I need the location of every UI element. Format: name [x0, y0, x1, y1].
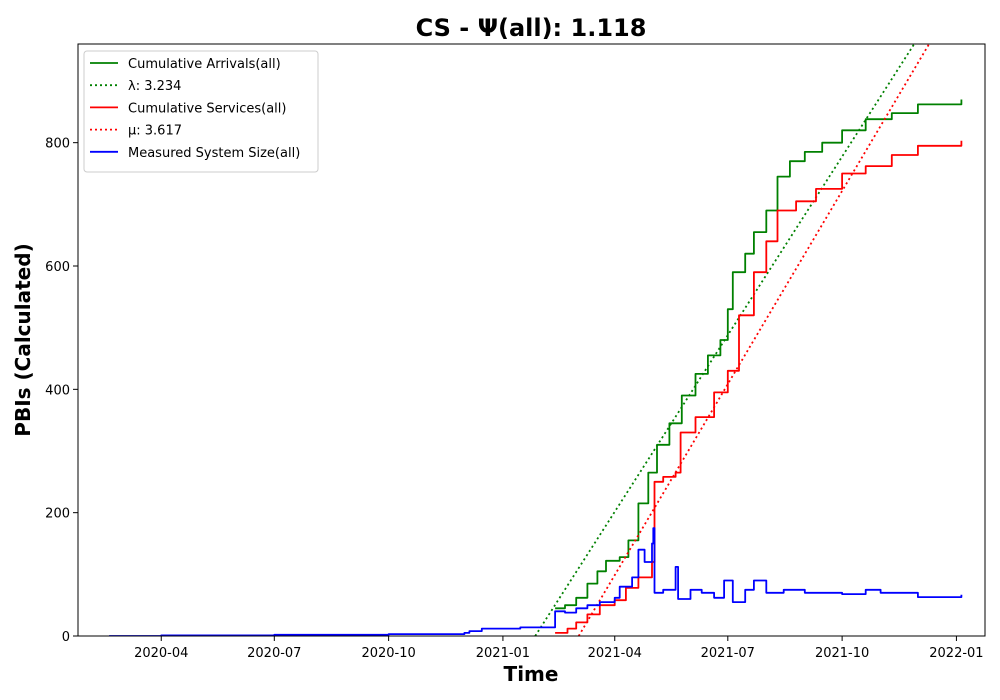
series-line-1: [555, 99, 963, 610]
x-tick-label: 2020-07: [247, 646, 301, 661]
x-tick-label: 2021-04: [588, 646, 642, 661]
y-axis-label: PBIs (Calculated): [11, 243, 35, 436]
y-tick-label: 600: [45, 260, 70, 275]
chart-title: CS - Ψ(all): 1.118: [416, 14, 647, 42]
legend-entry-label: Cumulative Arrivals(all): [128, 57, 281, 72]
legend-entry-label: Cumulative Services(all): [128, 101, 286, 116]
legend-box: [83, 50, 319, 173]
legend-entry-label: Measured System Size(all): [128, 146, 300, 161]
y-tick-label: 400: [45, 383, 70, 398]
plot-frame: [77, 43, 986, 637]
legend-entry-label: μ: 3.617: [128, 124, 182, 139]
x-tick-label: 2021-07: [701, 646, 755, 661]
series-line-3: [555, 140, 963, 634]
y-tick-label: 0: [62, 630, 70, 645]
x-axis-label: Time: [504, 662, 559, 686]
x-tick-label: 2020-04: [134, 646, 188, 661]
y-tick-label: 200: [45, 507, 70, 522]
legend: Cumulative Arrivals(all) λ: 3.234 Cumulati…: [83, 50, 319, 173]
x-tick-label: 2021-01: [476, 646, 530, 661]
x-tick-label: 2021-10: [815, 646, 869, 661]
x-tick-label: 2022-01: [929, 646, 983, 661]
series-line-4: [577, 44, 930, 636]
x-ticks: 2020-04 2020-07 2020-10 2021-01 2021-04 2021-…: [134, 636, 984, 661]
series-line-5: [109, 527, 963, 636]
y-ticks: 0 200 400 600 800: [45, 137, 78, 645]
series-line-2: [534, 44, 915, 636]
plot-series: [109, 44, 963, 636]
x-tick-label: 2020-10: [361, 646, 415, 661]
legend-entry-label: λ: 3.234: [128, 79, 181, 94]
y-tick-label: 800: [45, 137, 70, 152]
